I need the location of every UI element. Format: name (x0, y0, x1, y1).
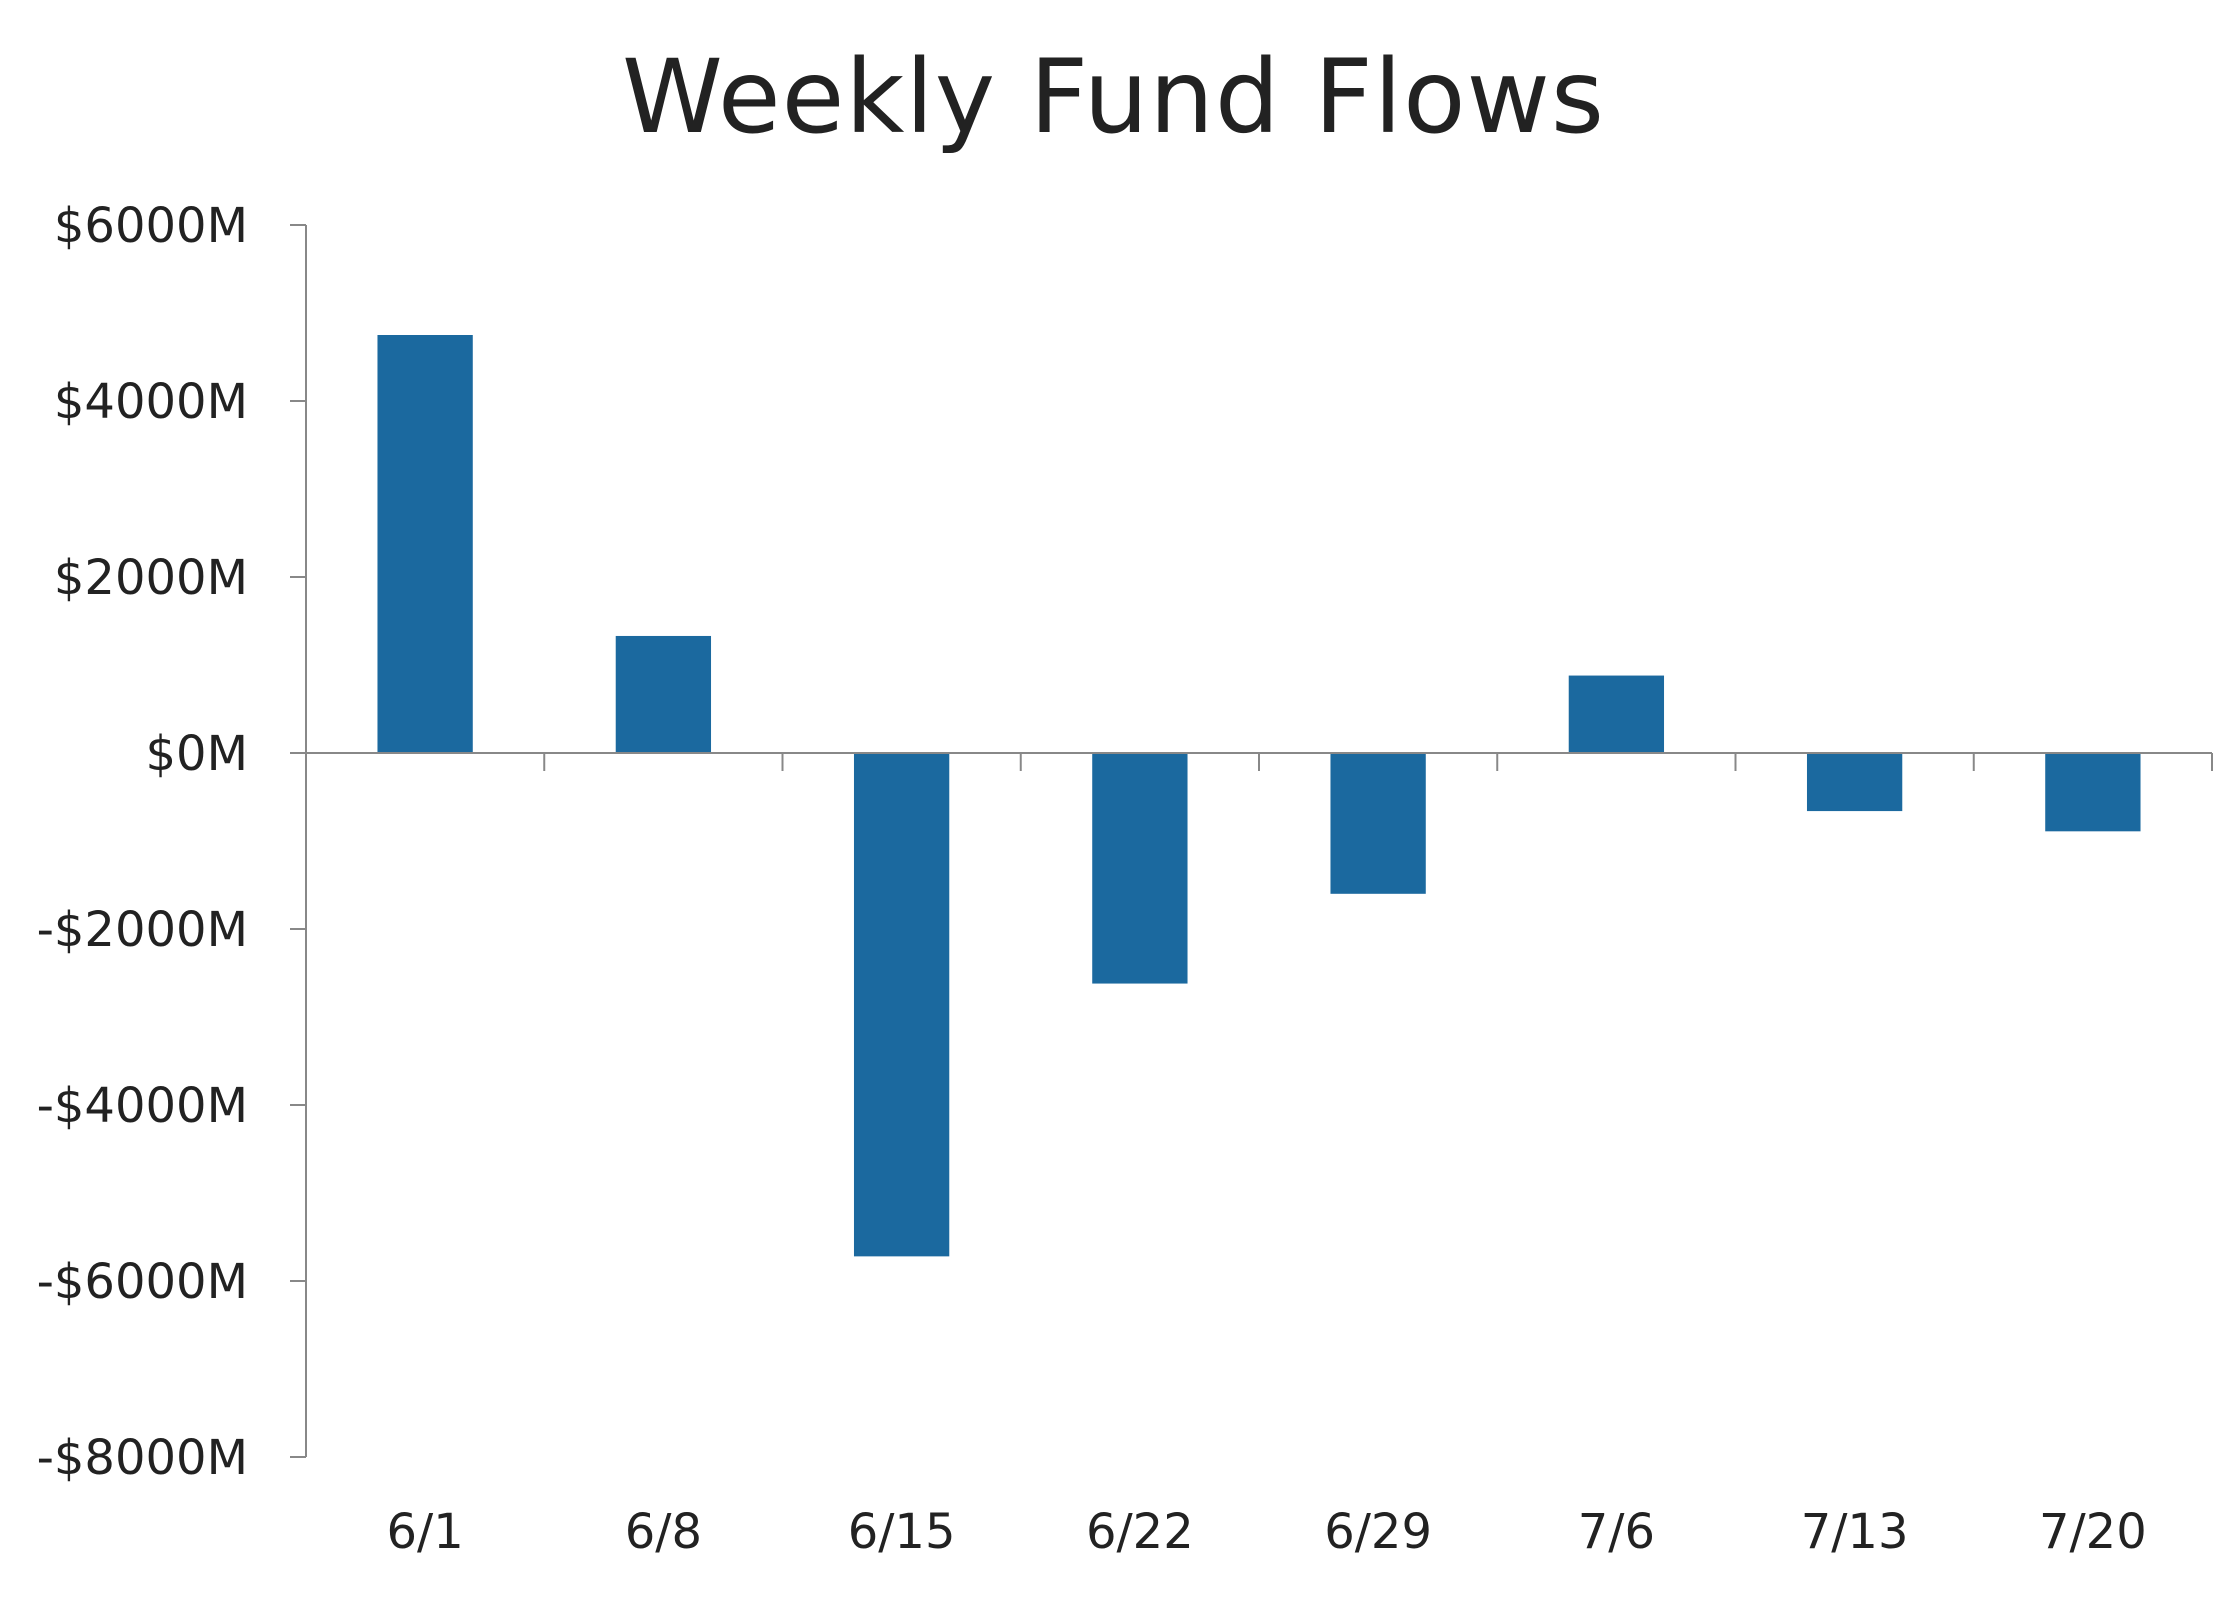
chart-title: Weekly Fund Flows (621, 38, 1606, 157)
bar-6-29 (1330, 753, 1426, 894)
y-tick-label: $4000M (54, 374, 248, 430)
x-tick-label: 6/22 (1086, 1504, 1194, 1560)
y-tick-label: -$2000M (37, 902, 248, 958)
bar-6-8 (615, 635, 712, 753)
x-tick-label: 6/8 (625, 1504, 702, 1560)
y-tick-label: -$4000M (37, 1078, 248, 1134)
axes-layer (290, 224, 2213, 1458)
x-tick-label: 6/15 (848, 1504, 956, 1560)
y-tick-label: $6000M (54, 198, 248, 254)
labels-layer: $6000M $4000M $2000M $0M -$2000M -$4000M -$600… (37, 198, 2147, 1560)
bar-7-20 (2045, 753, 2141, 832)
x-tick-label: 7/20 (2039, 1504, 2147, 1560)
bar-7-6 (1568, 675, 1665, 753)
bar-6-1 (377, 335, 473, 753)
y-tick-label: -$6000M (37, 1254, 248, 1310)
x-tick-label: 6/29 (1324, 1504, 1432, 1560)
bars-layer (377, 335, 2141, 1257)
bar-7-13 (1806, 753, 1903, 812)
y-tick-label: -$8000M (37, 1430, 248, 1486)
x-tick-label: 6/1 (387, 1504, 464, 1560)
bar-6-15 (853, 753, 950, 1257)
y-tick-label: $0M (146, 726, 249, 782)
bar-6-22 (1092, 753, 1188, 984)
x-tick-label: 7/6 (1578, 1504, 1655, 1560)
y-tick-label: $2000M (54, 550, 248, 606)
x-tick-label: 7/13 (1801, 1504, 1909, 1560)
